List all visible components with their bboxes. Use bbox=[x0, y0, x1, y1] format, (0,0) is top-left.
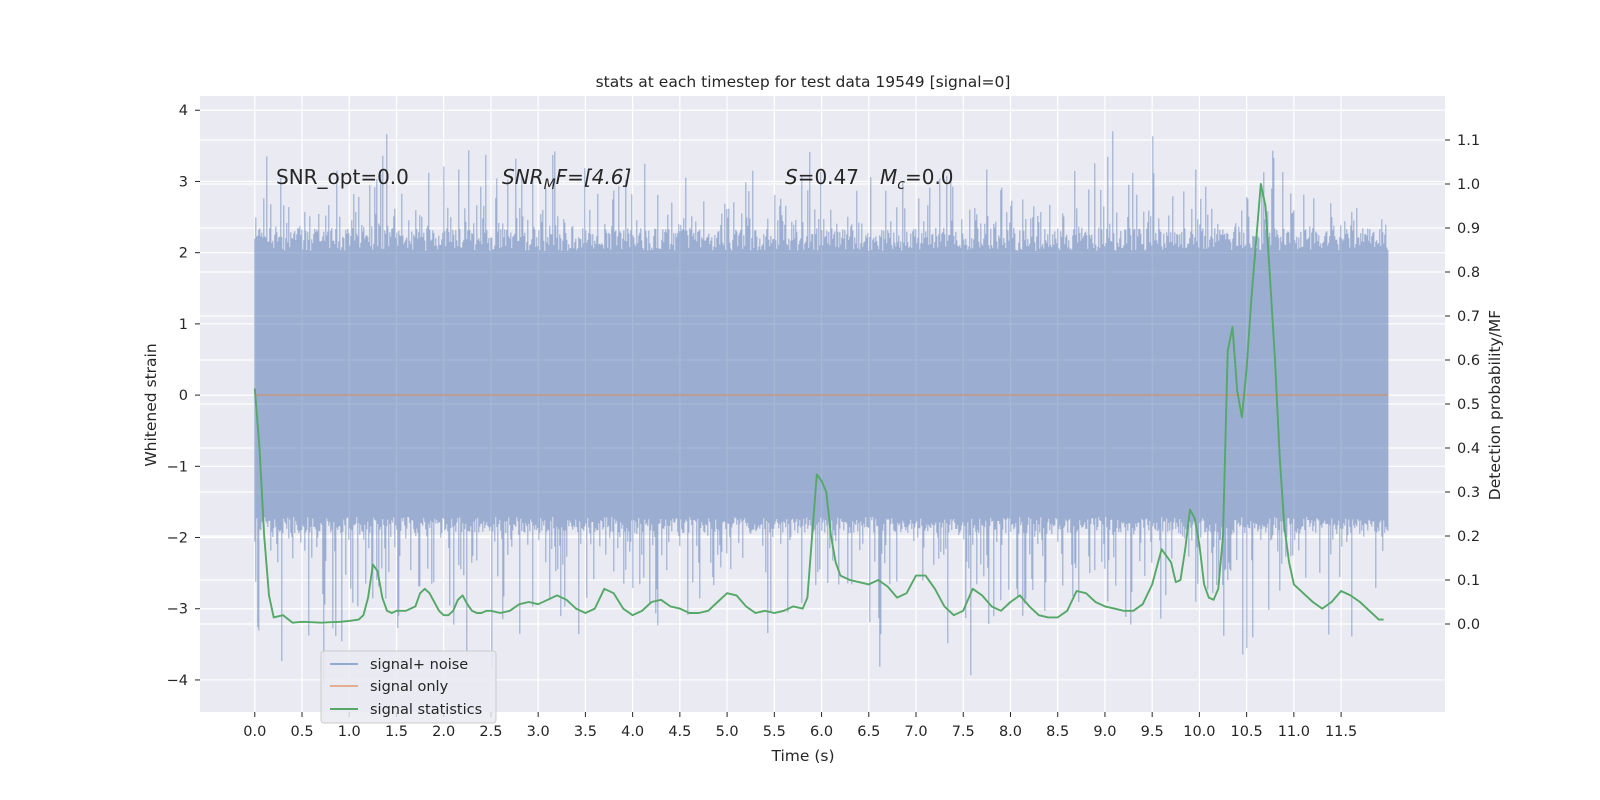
x-tick-label: 8.5 bbox=[1046, 724, 1069, 740]
y-left-tick-label: 4 bbox=[179, 103, 188, 119]
y-left-tick-label: 0 bbox=[179, 388, 188, 404]
y-axis-left: −4 −3 −2 −1 0 1 2 3 4 bbox=[167, 103, 200, 689]
y-right-tick-label: 1.0 bbox=[1457, 177, 1480, 193]
y-right-tick-label: 0.8 bbox=[1457, 265, 1480, 281]
legend-label-signal-statistics: signal statistics bbox=[370, 702, 482, 718]
annotation-snr-mf: SNRMF=[4.6] bbox=[502, 165, 631, 193]
annotation-snr-opt-text: SNR_opt=0.0 bbox=[276, 165, 409, 189]
x-tick-label: 11.5 bbox=[1325, 724, 1357, 740]
x-tick-label: 9.5 bbox=[1141, 724, 1164, 740]
y-right-tick-label: 0.7 bbox=[1457, 309, 1480, 325]
x-tick-label: 7.5 bbox=[952, 724, 975, 740]
y-axis-right: 0.0 0.1 0.2 0.3 0.4 0.5 0.6 0.7 0.8 0.9 1.0 1.1 bbox=[1445, 133, 1480, 633]
annotation-mc-base: M bbox=[880, 165, 897, 189]
x-tick-label: 5.5 bbox=[763, 724, 786, 740]
annotation-snr-mf-rest: F=[4.6] bbox=[556, 165, 632, 189]
legend-label-signal-noise: signal+ noise bbox=[370, 657, 468, 673]
y-left-tick-label: −2 bbox=[167, 531, 188, 547]
y-right-tick-label: 0.0 bbox=[1457, 617, 1480, 633]
y-right-tick-label: 1.1 bbox=[1457, 133, 1480, 149]
legend-label-signal-only: signal only bbox=[370, 679, 449, 695]
y-left-tick-label: −4 bbox=[167, 673, 188, 689]
y-right-tick-label: 0.4 bbox=[1457, 441, 1480, 457]
x-tick-label: 1.5 bbox=[385, 724, 408, 740]
y-axis-left-label: Whitened strain bbox=[142, 343, 160, 466]
x-tick-label: 9.0 bbox=[1093, 724, 1116, 740]
x-tick-label: 2.0 bbox=[432, 724, 455, 740]
legend: signal+ noise signal only signal statist… bbox=[320, 650, 497, 724]
x-tick-label: 3.5 bbox=[574, 724, 597, 740]
annotation-snr-mf-sub: M bbox=[544, 177, 556, 193]
x-tick-label: 0.5 bbox=[290, 724, 313, 740]
x-tick-label: 4.0 bbox=[621, 724, 644, 740]
y-right-tick-label: 0.9 bbox=[1457, 221, 1480, 237]
annotation-s-rest: =0.47 bbox=[798, 165, 859, 189]
signal-statistics-line bbox=[253, 183, 1384, 624]
x-tick-label: 3.0 bbox=[527, 724, 550, 740]
x-tick-label: 0.0 bbox=[243, 724, 266, 740]
x-tick-label: 6.5 bbox=[857, 724, 880, 740]
legend-box bbox=[320, 650, 497, 724]
x-tick-label: 4.5 bbox=[668, 724, 691, 740]
y-left-tick-label: −3 bbox=[167, 602, 188, 618]
x-axis-label: Time (s) bbox=[770, 747, 834, 765]
chart-title: stats at each timestep for test data 195… bbox=[596, 73, 1011, 91]
y-right-tick-label: 0.3 bbox=[1457, 485, 1480, 501]
y-right-tick-label: 0.1 bbox=[1457, 573, 1480, 589]
y-right-tick-label: 0.2 bbox=[1457, 529, 1480, 545]
x-tick-label: 7.0 bbox=[904, 724, 927, 740]
annotations: SNR_opt=0.0 SNRMF=[4.6] S=0.47 Mc=0.0 bbox=[276, 165, 954, 193]
annotation-snr-mf-base: SNR bbox=[502, 165, 544, 189]
x-tick-label: 5.0 bbox=[716, 724, 739, 740]
x-tick-label: 11.0 bbox=[1278, 724, 1310, 740]
y-left-tick-label: 2 bbox=[179, 246, 188, 262]
y-left-tick-label: 1 bbox=[179, 317, 188, 333]
annotation-mc-sub: c bbox=[897, 177, 905, 193]
annotation-snr-opt: SNR_opt=0.0 bbox=[276, 165, 409, 189]
y-right-tick-label: 0.5 bbox=[1457, 397, 1480, 413]
series-signal-statistics bbox=[253, 183, 1384, 624]
x-tick-label: 10.0 bbox=[1183, 724, 1215, 740]
y-axis-right-label: Detection probability/MF bbox=[1486, 310, 1504, 501]
x-tick-label: 10.5 bbox=[1230, 724, 1262, 740]
annotation-mc-rest: =0.0 bbox=[905, 165, 954, 189]
x-axis: 0.0 0.5 1.0 1.5 2.0 2.5 3.0 3.5 4.0 4.5 5.0 5.5 6.0 6… bbox=[243, 712, 1357, 740]
x-tick-label: 2.5 bbox=[479, 724, 502, 740]
x-tick-label: 6.0 bbox=[810, 724, 833, 740]
annotation-s-base: S bbox=[785, 165, 798, 189]
annotation-mc: Mc=0.0 bbox=[880, 165, 954, 193]
annotation-s: S=0.47 bbox=[785, 165, 859, 189]
y-left-tick-label: −1 bbox=[167, 459, 188, 475]
y-left-tick-label: 3 bbox=[179, 174, 188, 190]
x-tick-label: 8.0 bbox=[999, 724, 1022, 740]
x-tick-label: 1.0 bbox=[338, 724, 361, 740]
y-right-tick-label: 0.6 bbox=[1457, 353, 1480, 369]
